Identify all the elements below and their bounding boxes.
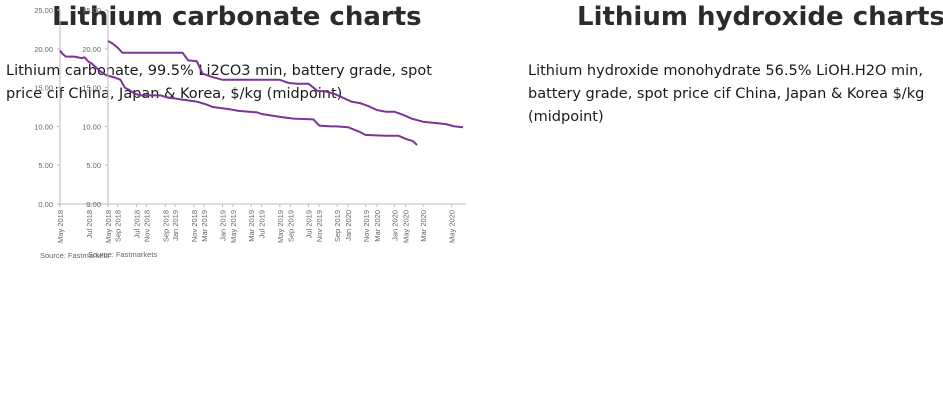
lithium-hydroxide-subtitle: Lithium hydroxide monohydrate 56.5% LiOH… <box>528 63 925 125</box>
y-tick-label: 20.00 <box>34 45 53 54</box>
x-tick-label: Jul 2018 <box>85 210 94 238</box>
x-tick-label: Mar 2020 <box>373 210 382 242</box>
x-tick-label: Jul 2019 <box>304 210 313 238</box>
x-tick-label: May 2019 <box>276 210 285 243</box>
lithium-carbonate-panel: Lithium carbonate charts Lithium carbona… <box>0 0 471 404</box>
x-tick-label: Sep 2018 <box>114 210 123 242</box>
x-tick-label: Sep 2019 <box>333 210 342 242</box>
x-tick-label: May 2020 <box>448 210 457 243</box>
series-line-carbonate <box>59 49 418 146</box>
lithium-hydroxide-panel: Lithium hydroxide charts Lithium hydroxi… <box>472 0 943 404</box>
x-tick-label: Jan 2019 <box>219 210 228 241</box>
x-tick-label: Nov 2018 <box>190 210 199 242</box>
lithium-carbonate-heading: Lithium carbonate charts <box>52 2 422 32</box>
y-tick-label: 20.00 <box>82 45 101 54</box>
x-tick-label: Jan 2020 <box>390 210 399 241</box>
y-tick-label: 0.00 <box>86 200 101 209</box>
x-tick-label: Sep 2018 <box>161 210 170 242</box>
x-tick-label: Mar 2019 <box>247 210 256 242</box>
x-tick-label: Mar 2020 <box>419 210 428 242</box>
series-line-hydroxide <box>107 40 464 129</box>
x-tick-label: Jan 2019 <box>171 210 180 241</box>
x-tick-label: Nov 2019 <box>315 210 324 242</box>
y-tick-label: 10.00 <box>34 122 53 131</box>
y-tick-label: 5.00 <box>86 161 101 170</box>
y-tick-label: 5.00 <box>38 161 53 170</box>
x-tick-label: Nov 2018 <box>142 210 151 242</box>
y-tick-label: 0.00 <box>38 200 53 209</box>
y-tick-label: 15.00 <box>82 84 101 93</box>
x-tick-label: Jan 2020 <box>344 210 353 241</box>
x-tick-label: May 2019 <box>229 210 238 243</box>
lithium-carbonate-chart: 0.00 5.00 10.00 15.00 20.00 25.00 May 2018 Jul … <box>34 6 420 260</box>
y-tick-label: 25.00 <box>34 6 53 15</box>
x-tick-label: May 2018 <box>56 210 65 243</box>
y-tick-label: 10.00 <box>82 122 101 131</box>
lithium-carbonate-subtitle: Lithium carbonate, 99.5% Li2CO3 min, bat… <box>6 63 432 102</box>
source-note: Source: Fastmarkets <box>40 251 109 260</box>
y-tick-label: 15.00 <box>34 84 53 93</box>
x-tick-label: May 2020 <box>402 210 411 243</box>
x-tick-label: Jul 2018 <box>133 210 142 238</box>
source-note: Source: Fastmarkets <box>88 250 157 258</box>
y-tick-label: 25.00 <box>82 6 101 15</box>
x-tick-label: Jul 2019 <box>258 210 267 238</box>
x-tick-label: May 2018 <box>104 210 113 243</box>
lithium-hydroxide-heading: Lithium hydroxide charts <box>577 2 943 32</box>
x-tick-label: Nov 2019 <box>362 210 371 242</box>
lithium-hydroxide-chart: 0.00 5.00 10.00 15.00 20.00 25.00 May 2018 Jul … <box>82 6 466 258</box>
x-tick-label: Sep 2019 <box>286 210 295 242</box>
x-tick-label: Mar 2019 <box>200 210 209 242</box>
